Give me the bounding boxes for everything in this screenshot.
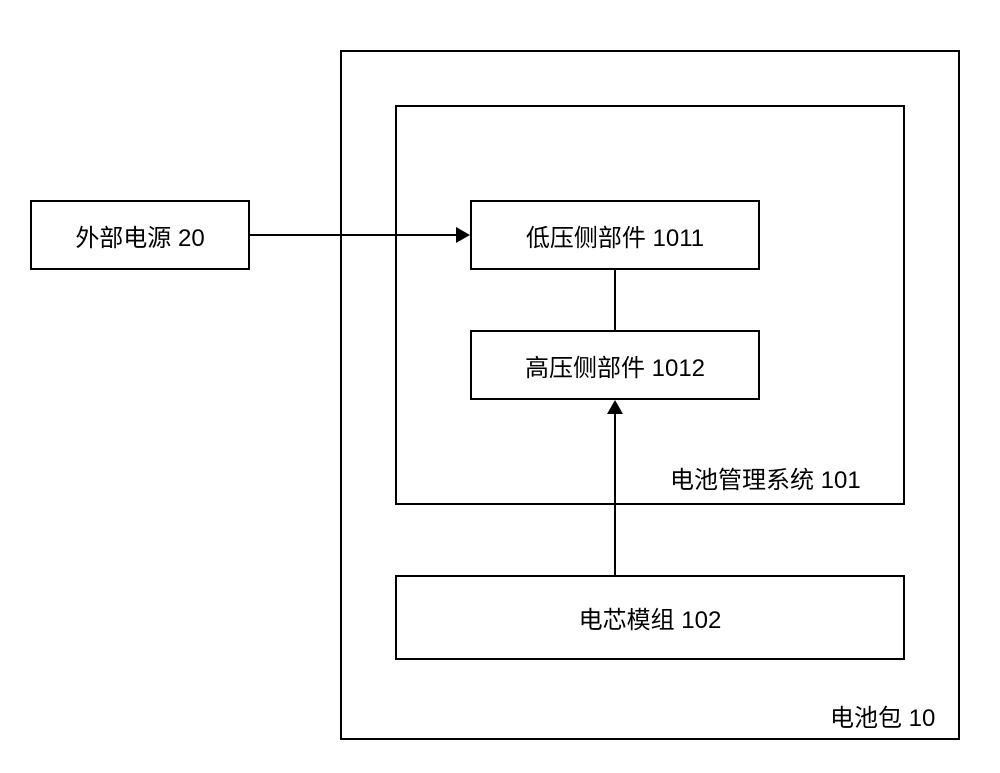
cell-module-label: 电芯模组 102: [579, 600, 722, 635]
low-voltage-label: 低压侧部件 1011: [526, 218, 704, 253]
battery-pack-label: 电池包 10: [830, 698, 935, 733]
external-power-label: 外部电源 20: [75, 218, 204, 253]
bms-label: 电池管理系统 101: [670, 460, 861, 495]
bms-box: [395, 105, 905, 505]
edge-external-to-lowvoltage-arrow: [456, 227, 470, 243]
external-power-box: 外部电源 20: [30, 200, 250, 270]
edge-external-to-lowvoltage-line: [250, 234, 458, 236]
cell-module-box: 电芯模组 102: [395, 575, 905, 660]
high-voltage-box: 高压侧部件 1012: [470, 330, 760, 400]
edge-cellmodule-to-highvoltage-arrow: [607, 400, 623, 414]
low-voltage-box: 低压侧部件 1011: [470, 200, 760, 270]
edge-cellmodule-to-highvoltage-line: [614, 412, 616, 575]
edge-lowvoltage-to-highvoltage-line: [614, 270, 616, 330]
high-voltage-label: 高压侧部件 1012: [525, 348, 705, 383]
